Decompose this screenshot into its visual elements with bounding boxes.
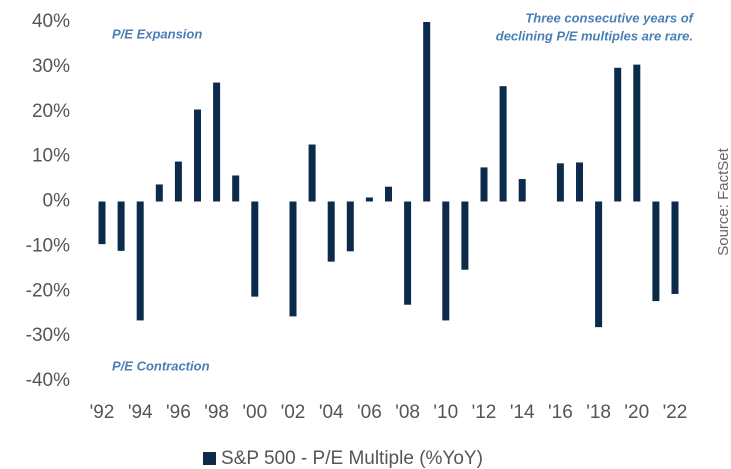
x-tick-label: '00	[242, 402, 267, 423]
bar	[404, 201, 412, 305]
bar	[595, 201, 603, 328]
bar	[251, 201, 259, 297]
bar	[633, 64, 641, 202]
x-tick-label: '12	[472, 402, 497, 423]
y-tick-label: -10%	[26, 235, 70, 256]
x-tick-label: '98	[204, 402, 229, 423]
bar	[155, 184, 163, 202]
bar	[518, 179, 526, 202]
y-tick-label: 20%	[32, 101, 70, 122]
bar	[556, 163, 564, 202]
bar	[346, 201, 354, 252]
bar	[289, 201, 297, 317]
bar	[652, 201, 660, 302]
bar	[365, 197, 373, 202]
bar	[385, 186, 392, 202]
bar	[480, 167, 488, 202]
x-tick-label: '92	[90, 402, 115, 423]
bar	[136, 201, 144, 321]
x-tick-label: '96	[166, 402, 191, 423]
x-tick-label: '20	[624, 402, 649, 423]
bar	[461, 201, 469, 270]
annotation: P/E Expansion	[112, 26, 202, 41]
x-tick-label: '16	[548, 402, 573, 423]
bar	[232, 175, 240, 202]
annotation: declining P/E multiples are rare.	[496, 28, 693, 43]
y-tick-label: 0%	[43, 191, 71, 212]
bar	[614, 67, 622, 202]
x-tick-label: '14	[510, 402, 535, 423]
x-tick-label: '10	[433, 402, 458, 423]
x-tick-label: '08	[395, 402, 420, 423]
legend-label: S&P 500 - P/E Multiple (%YoY)	[221, 448, 483, 469]
y-tick-label: -20%	[26, 280, 70, 301]
bar	[213, 82, 221, 202]
x-tick-label: '02	[281, 402, 306, 423]
annotation: P/E Contraction	[112, 358, 210, 373]
bar	[327, 201, 335, 262]
bar	[671, 201, 679, 294]
legend-swatch	[203, 452, 216, 465]
bar	[194, 109, 201, 202]
source: Source: FactSet	[715, 147, 731, 255]
y-tick-label: 30%	[32, 56, 70, 77]
x-tick-label: '04	[319, 402, 344, 423]
bar	[98, 201, 106, 245]
bar	[117, 201, 125, 251]
bar	[576, 162, 583, 202]
bar	[499, 86, 507, 202]
bar	[174, 161, 182, 202]
x-tick-label: '18	[586, 402, 611, 423]
y-tick-label: -30%	[26, 325, 70, 346]
bar	[423, 22, 431, 202]
y-tick-label: 40%	[32, 11, 70, 32]
bar	[442, 201, 450, 321]
y-tick-label: 10%	[32, 146, 70, 167]
x-tick-label: '94	[128, 402, 153, 423]
annotation: Three consecutive years of	[525, 10, 694, 25]
x-tick-label: '22	[663, 402, 688, 423]
y-tick-label: -40%	[26, 370, 70, 391]
x-tick-label: '06	[357, 402, 382, 423]
bar	[308, 144, 316, 202]
